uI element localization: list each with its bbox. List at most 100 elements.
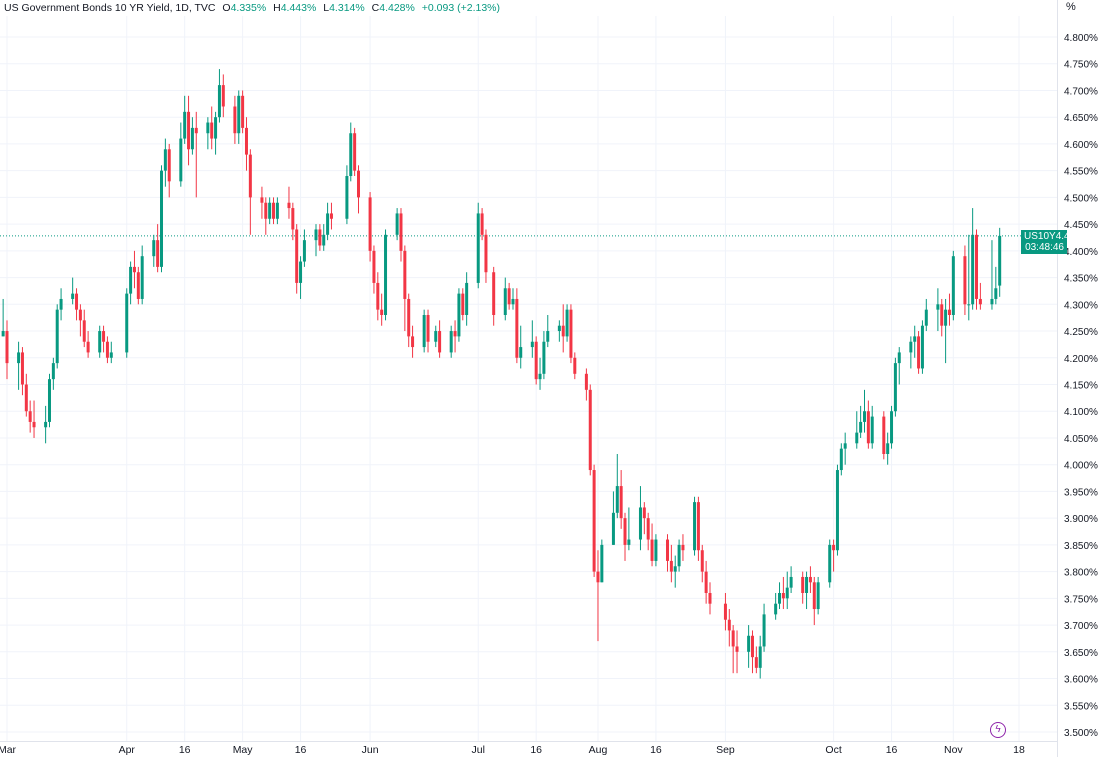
chart-legend: US Government Bonds 10 YR Yield, 1D, TVC… [4,1,500,15]
percent-scale-button[interactable]: % [1066,1,1076,13]
candle-up [600,544,604,583]
candle-down [561,325,565,337]
candle-up [109,352,113,358]
candle-up [449,331,453,353]
candle-down [735,646,739,652]
candle-up [476,213,480,283]
candle-up [519,347,523,358]
candle-up [828,544,832,583]
last-price-badge: US10Y 4.428% 03:48:46 [1021,229,1090,254]
candle-up [511,298,515,305]
candle-down [453,331,457,337]
candle-up [160,170,164,267]
candle-down [210,122,214,139]
candle-up [44,421,48,428]
candle-up [890,411,894,444]
badge-price: 4.428% [1055,230,1090,242]
candle-up [747,635,751,652]
candle-down [480,213,484,235]
candle-up [913,336,917,342]
candle-down [75,293,79,310]
candle-down [82,320,86,342]
candle-up [998,235,1002,286]
y-tick-label: 3.850% [1064,541,1098,552]
candle-up [762,614,766,647]
candle-up [789,576,793,588]
x-tick-label: Sep [716,744,735,756]
candle-down [947,309,951,315]
y-tick-label: 3.550% [1064,701,1098,712]
x-tick-label: 16 [295,744,307,756]
candle-down [781,593,785,599]
candle-down [666,539,670,561]
candle-down [194,127,198,134]
x-tick-label: Apr [119,744,136,756]
candle-up [179,138,183,182]
y-tick-label: 3.800% [1064,568,1098,579]
candle-down [461,293,465,315]
candle-down [650,539,654,561]
candle-down [411,336,415,348]
candle-up [615,486,619,513]
candle-down [132,266,136,273]
candle-down [708,593,712,604]
y-tick-label: 4.350% [1064,274,1098,285]
x-tick-label: Mar [0,744,17,756]
candle-up [924,309,928,326]
y-tick-label: 4.600% [1064,140,1098,151]
candle-up [778,593,782,604]
candle-up [855,432,859,444]
candle-up [785,587,789,599]
candle-down [248,154,252,198]
candle-up [886,443,890,454]
candle-up [677,544,681,567]
candle-down [801,576,805,593]
candle-up [395,213,399,235]
symbol-title: US Government Bonds 10 YR Yield, 1D, TVC [4,2,216,14]
candle-down [295,229,299,283]
y-tick-label: 4.700% [1064,86,1098,97]
x-tick-label: 16 [650,744,662,756]
candle-up [125,293,129,353]
candle-down [368,197,372,251]
candle-down [167,149,171,182]
candle-down [156,240,160,267]
candle-up [457,293,461,337]
candle-up [565,309,569,337]
candle-down [5,331,9,364]
candle-up [163,149,167,171]
candle-down [596,571,600,583]
badge-countdown: 03:48:46 [1025,241,1064,253]
candle-down [187,111,191,150]
candle-down [940,304,944,326]
candle-up [944,309,948,326]
candle-down [24,384,28,412]
candle-up [758,646,762,668]
lightning-icon[interactable]: ϟ [990,722,1006,738]
candle-up [897,352,901,364]
candle-down [978,298,982,305]
candle-down [318,229,322,246]
candle-down [407,298,411,337]
candle-up [843,443,847,449]
candle-up [422,315,426,348]
candle-up [314,229,318,241]
candle-down [376,282,380,310]
candle-up [17,352,21,364]
candle-down [619,486,623,519]
candle-up [862,411,866,422]
candle-up [98,331,102,353]
candle-down [584,373,588,390]
candle-up [152,240,156,257]
candle-down [244,127,248,155]
candle-up [59,298,63,310]
candle-up [71,293,75,299]
candle-down [700,550,704,572]
candle-up [465,282,469,315]
candle-up [542,341,546,374]
y-tick-label: 4.400% [1064,247,1098,258]
x-tick-label: Nov [944,744,963,756]
y-tick-label: 3.900% [1064,514,1098,525]
y-tick-label: 4.050% [1064,434,1098,445]
